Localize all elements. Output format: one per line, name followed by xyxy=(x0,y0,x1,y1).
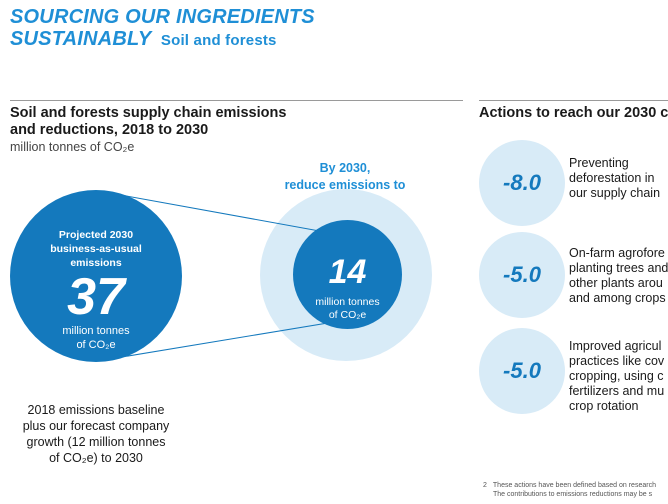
baseline-caption: 2018 emissions baseline plus our forecas… xyxy=(10,402,182,466)
projected-unit-line2: of CO₂e xyxy=(76,339,116,351)
action-value-agriculture: -5.0 xyxy=(503,358,541,383)
target-heading-line2: reduce emissions to xyxy=(284,178,406,192)
section-subheader: Soil and forests xyxy=(160,32,277,49)
footnote-line2: The contributions to emissions reduction… xyxy=(493,491,653,498)
target-unit-line1: million tonnes xyxy=(315,296,380,308)
chart-title-line2: and reductions, 2018 to 2030 xyxy=(10,122,209,138)
footnote-line1: These actions have been defined based on… xyxy=(492,482,656,489)
action-text-agroforestry: On-farm agrofore planting trees and othe… xyxy=(569,246,668,305)
target-heading: By 2030, reduce emissions to xyxy=(270,160,420,194)
projected-circle xyxy=(10,190,182,362)
target-value: 14 xyxy=(328,253,367,291)
section-header-line2: SUSTAINABLY Soil and forests xyxy=(10,28,277,52)
footnote: 2 These actions have been defined based o… xyxy=(483,481,668,499)
action-circle-deforestation xyxy=(479,140,565,226)
chart-title-line1: Soil and forests supply chain emissions xyxy=(10,105,287,121)
action-circle-agroforestry xyxy=(479,232,565,318)
projected-unit-line1: million tonnes xyxy=(62,325,130,337)
action-circle-agriculture xyxy=(479,328,565,414)
baseline-caption-line4: of CO₂e) to 2030 xyxy=(49,451,143,465)
projected-label-line1: Projected 2030 xyxy=(58,229,134,241)
action-text-agriculture: Improved agricul practices like cov crop… xyxy=(569,339,665,413)
action-value-deforestation: -8.0 xyxy=(503,170,541,195)
projected-label: Projected 2030 business-as-usual emissio… xyxy=(10,228,182,270)
target-circle xyxy=(293,220,402,329)
left-section-rule xyxy=(10,100,463,101)
action-value-agroforestry: -5.0 xyxy=(503,262,541,287)
chart-unit: million tonnes of CO₂e xyxy=(10,140,135,154)
actions-title: Actions to reach our 2030 c xyxy=(479,105,668,121)
target-heading-line1: By 2030, xyxy=(319,161,371,175)
projected-label-line2: business-as-usual xyxy=(50,243,142,255)
projected-value: 37 xyxy=(67,268,125,326)
baseline-caption-line3: growth (12 million tonnes xyxy=(26,435,166,449)
action-text-deforestation: Preventing deforestation in our supply c… xyxy=(569,156,661,200)
target-unit: million tonnes of CO₂e xyxy=(293,296,402,322)
projected-unit: million tonnes of CO₂e xyxy=(10,324,182,352)
footnote-number: 2 xyxy=(483,482,487,489)
lower-connector-line xyxy=(109,317,359,360)
baseline-caption-line1: 2018 emissions baseline xyxy=(27,403,165,417)
right-section-rule xyxy=(479,100,668,101)
projected-label-line3: emissions xyxy=(70,257,122,269)
baseline-caption-line2: plus our forecast company xyxy=(22,419,170,433)
target-unit-line2: of CO₂e xyxy=(328,309,367,321)
section-header-sustainably: SUSTAINABLY xyxy=(10,28,152,50)
section-header-line1: SOURCING OUR INGREDIENTS xyxy=(10,6,315,28)
